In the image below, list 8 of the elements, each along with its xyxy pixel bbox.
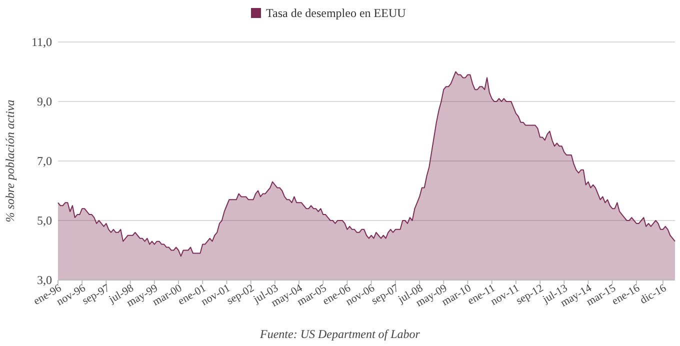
legend-label: Tasa de desempleo en EEUU — [266, 6, 406, 20]
y-tick-label: 11,0 — [31, 35, 52, 49]
y-axis-title: % sobre población activa — [3, 100, 17, 222]
y-tick-label: 9,0 — [37, 94, 52, 108]
source-note: Fuente: US Department of Labor — [259, 327, 420, 341]
y-tick-label: 5,0 — [37, 214, 52, 228]
y-tick-label: 3,0 — [37, 273, 52, 287]
y-tick-label: 7,0 — [37, 154, 52, 168]
